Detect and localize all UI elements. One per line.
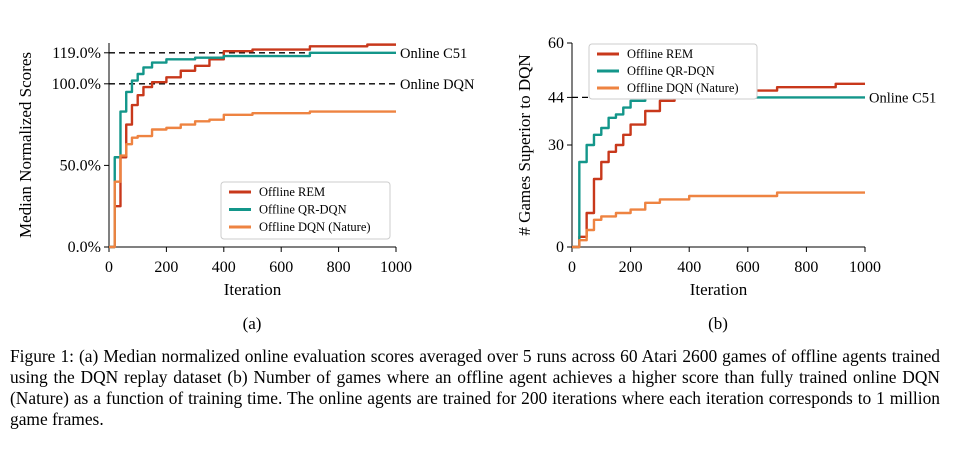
panel-label: (a) [243,314,262,333]
legend-entry-label: Offline REM [627,47,693,61]
x-tick-label: 200 [154,259,178,276]
figure-caption: Figure 1: (a) Median normalized online e… [10,346,940,430]
y-tick-label: 50.0% [60,157,101,174]
panel-label: (b) [708,314,728,333]
x-axis-label: Iteration [224,280,282,299]
x-axis-label: Iteration [690,280,748,299]
caption-line: higher score than fully trained online D… [10,367,945,408]
y-axis-label: # Games Superior to DQN [515,54,534,235]
x-tick-label: 400 [677,259,701,276]
x-tick-label: 800 [794,259,818,276]
caption-line: Figure 1: (a) Median normalized online e… [10,346,787,366]
x-tick-label: 200 [619,259,643,276]
y-tick-label: 60 [548,35,564,52]
y-tick-label: 0.0% [68,239,101,256]
figure: Online C51 Online DQN 0 200 400 600 800 1000 0.0… [16,35,936,333]
legend-entry-label: Offline REM [259,185,325,199]
y-tick-label: 44 [548,89,564,106]
series-line-rem [109,43,396,249]
y-tick-label: 30 [548,137,564,154]
legend-entry-label: Offline DQN (Nature) [627,81,739,95]
x-tick-label: 800 [327,259,351,276]
legend-entry-label: Offline DQN (Nature) [259,220,371,234]
legend-entry-label: Offline QR-DQN [627,64,715,78]
y-axis-label: Median Normalized Scores [16,52,35,238]
caption-line: for 200 iterations where each iteration … [10,388,945,429]
legend-box [220,181,391,240]
reference-line-label: Online C51 [869,90,936,106]
x-tick-label: 1000 [380,259,412,276]
caption-line: offline agents trained using the DQN rep… [10,346,945,387]
reference-line-label: Online DQN [400,77,475,93]
legend-entry-label: Offline QR-DQN [259,203,347,217]
x-tick-label: 0 [105,259,113,276]
chart-panel-a: Online C51 Online DQN 0 200 400 600 800 1000 0.0… [16,43,475,333]
series-line-qrdqn [109,51,396,249]
series-line-dqn [572,191,865,249]
x-tick-label: 400 [212,259,236,276]
y-tick-label: 100.0% [52,76,101,93]
series-line-dqn [109,110,396,249]
series-line-rem [572,82,865,249]
x-tick-label: 0 [568,259,576,276]
y-tick-label: 0 [556,239,564,256]
reference-line-label: Online C51 [400,46,467,62]
series-line-qrdqn [572,96,865,249]
x-tick-label: 600 [269,259,293,276]
y-tick-label: 119.0% [52,45,101,62]
x-tick-label: 600 [736,259,760,276]
chart-panel-b: Online C51 0 200 400 600 800 1000 0 30 44 60 Iterat… [515,35,936,333]
legend-box [588,43,758,100]
x-tick-label: 1000 [849,259,881,276]
